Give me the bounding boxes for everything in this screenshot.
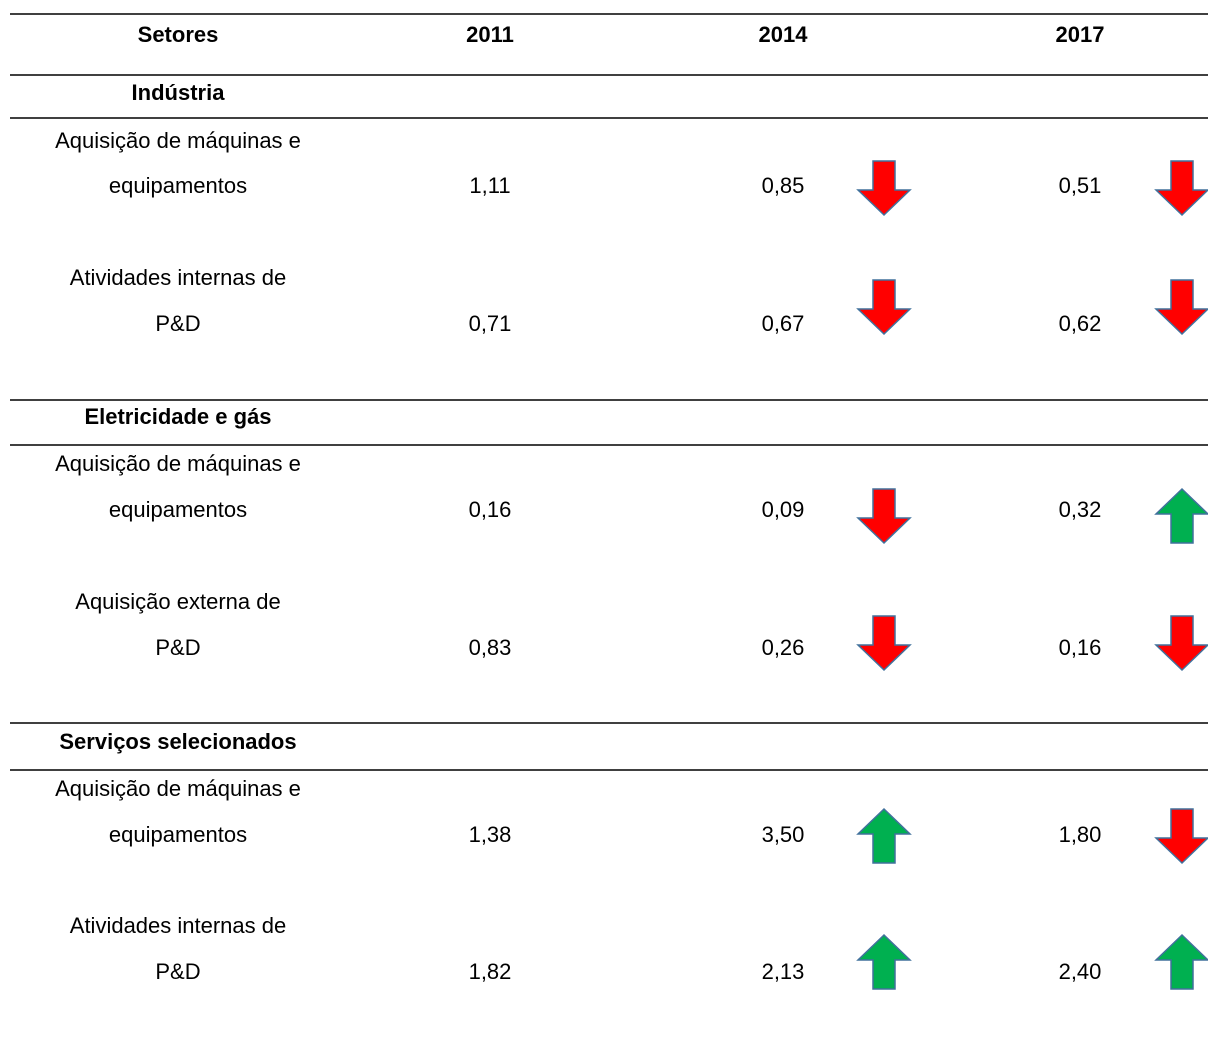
cell-value: 0,67 bbox=[762, 311, 805, 336]
arrow-down bbox=[856, 160, 912, 217]
cell-value: 0,09 bbox=[762, 497, 805, 522]
row-label: equipamentos bbox=[109, 822, 247, 847]
arrow-down bbox=[1154, 808, 1208, 865]
arrow-down bbox=[1154, 279, 1208, 336]
row-label: Aquisição externa de bbox=[75, 589, 280, 614]
row-label: Atividades internas de bbox=[70, 265, 286, 290]
cell-value: 0,16 bbox=[1059, 635, 1102, 660]
cell-value: 2,13 bbox=[762, 959, 805, 984]
section-title: Eletricidade e gás bbox=[84, 404, 271, 429]
section-title: Indústria bbox=[132, 80, 226, 105]
arrow-up bbox=[1154, 487, 1208, 544]
cell-value: 1,80 bbox=[1059, 822, 1102, 847]
row-label: Atividades internas de bbox=[70, 913, 286, 938]
row-label: P&D bbox=[155, 311, 200, 336]
section-title: Serviços selecionados bbox=[59, 729, 296, 754]
cell-value: 0,85 bbox=[762, 173, 805, 198]
cell-value: 0,32 bbox=[1059, 497, 1102, 522]
arrow-up bbox=[1154, 933, 1208, 990]
cell-value: 1,11 bbox=[469, 173, 510, 198]
header-cell: 2011 bbox=[466, 22, 514, 47]
arrow-down bbox=[856, 279, 912, 336]
header-cell: Setores bbox=[138, 22, 219, 47]
row-label: P&D bbox=[155, 635, 200, 660]
cell-value: 0,83 bbox=[469, 635, 512, 660]
row-label: equipamentos bbox=[109, 497, 247, 522]
row-label: P&D bbox=[155, 959, 200, 984]
arrow-down bbox=[1154, 615, 1208, 672]
header-cell: 2014 bbox=[759, 22, 809, 47]
arrow-down bbox=[1154, 160, 1208, 217]
cell-value: 0,51 bbox=[1059, 173, 1102, 198]
arrow-up bbox=[856, 807, 912, 864]
cell-value: 0,16 bbox=[469, 497, 512, 522]
row-label: equipamentos bbox=[109, 173, 247, 198]
arrow-down bbox=[856, 615, 912, 672]
cell-value: 2,40 bbox=[1059, 959, 1102, 984]
cell-value: 0,26 bbox=[762, 635, 805, 660]
header-cell: 2017 bbox=[1056, 22, 1105, 47]
cell-value: 3,50 bbox=[762, 822, 805, 847]
row-label: Aquisição de máquinas e bbox=[55, 128, 301, 153]
arrow-down bbox=[856, 488, 912, 545]
cell-value: 1,82 bbox=[469, 959, 512, 984]
cell-value: 1,38 bbox=[469, 822, 512, 847]
arrow-up bbox=[856, 933, 912, 990]
row-label: Aquisição de máquinas e bbox=[55, 776, 301, 801]
cell-value: 0,62 bbox=[1059, 311, 1102, 336]
row-label: Aquisição de máquinas e bbox=[55, 451, 301, 476]
cell-value: 0,71 bbox=[469, 311, 512, 336]
